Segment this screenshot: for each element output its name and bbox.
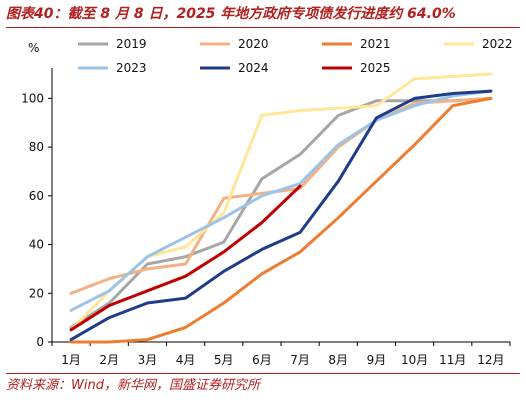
legend-label-2025: 2025: [360, 61, 391, 75]
y-axis-label: %: [28, 41, 39, 55]
line-chart: 0 20 40 60 80 100% 1月 2月 3月 4月 5月 6月 7月 8月 9月 10月 11月 12月…: [21, 37, 513, 367]
x-tick-label: 5月: [214, 353, 234, 367]
x-tick-label: 11月: [439, 353, 466, 367]
y-tick-label: 20: [29, 286, 44, 300]
series-line-2023: [69, 89, 493, 312]
series-line-2021: [69, 96, 493, 344]
y-tick-label: 60: [29, 189, 44, 203]
series-line-2025: [69, 184, 302, 332]
axes: 0 20 40 60 80 100% 1月 2月 3月 4月 5月 6月 7月 8月 9月 10月 11月 12月: [21, 41, 511, 367]
y-tick-label: 100: [21, 91, 44, 105]
source-divider: [6, 373, 520, 374]
x-tick-label: 2月: [99, 353, 119, 367]
legend-label-2023: 2023: [116, 61, 147, 75]
legend: 2019 2020 2021 2022 2023 2024 2025: [78, 37, 513, 75]
x-tick-label: 12月: [477, 353, 504, 367]
x-tick-label: 1月: [61, 353, 81, 367]
legend-label-2024: 2024: [238, 61, 269, 75]
series-lines: [69, 72, 493, 344]
y-tick-label: 80: [29, 140, 44, 154]
y-tick-label: 0: [36, 335, 44, 349]
legend-label-2020: 2020: [238, 37, 269, 51]
source-note: 资料来源：Wind，新华网，国盛证券研究所: [6, 378, 260, 393]
x-tick-label: 3月: [138, 353, 158, 367]
legend-label-2019: 2019: [116, 37, 147, 51]
x-tick-label: 6月: [252, 353, 272, 367]
y-tick-label: 40: [29, 238, 44, 252]
chart-title: 图表40：截至 8 月 8 日，2025 年地方政府专项债发行进度约 64.0%: [6, 6, 456, 22]
x-tick-label: 7月: [290, 353, 310, 367]
x-tick-label: 10月: [401, 353, 428, 367]
x-tick-label: 4月: [176, 353, 196, 367]
series-line-2022: [69, 72, 493, 332]
x-tick-label: 8月: [328, 353, 348, 367]
series-line-2024: [69, 89, 493, 342]
title-divider: [6, 27, 520, 28]
legend-label-2021: 2021: [360, 37, 391, 51]
x-tick-label: 9月: [367, 353, 387, 367]
legend-label-2022: 2022: [482, 37, 513, 51]
